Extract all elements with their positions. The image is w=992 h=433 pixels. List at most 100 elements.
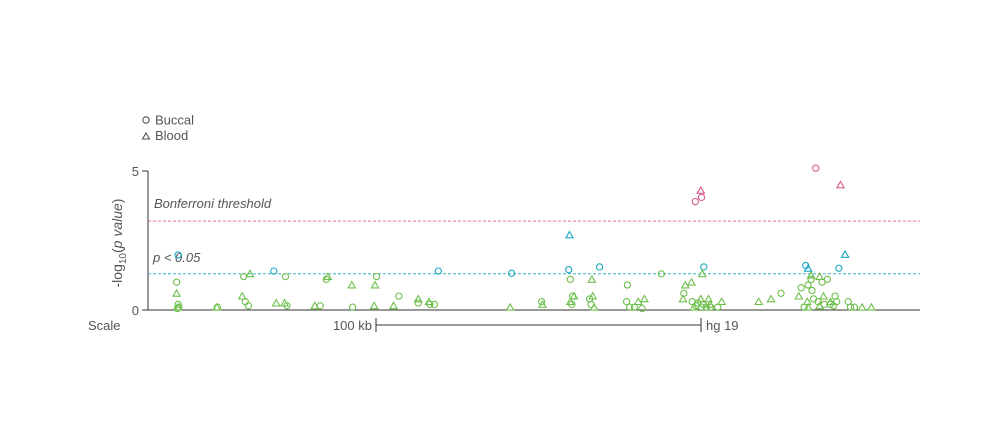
blood-point-6 [280,298,290,307]
blood-point-7 [310,301,320,310]
blood-point-19 [569,291,579,300]
legend-circle-icon [142,116,150,124]
blood-point-10 [369,301,379,310]
blood-point-46 [835,180,846,189]
blood-point-11 [370,280,380,289]
buccal-point-34 [638,304,646,313]
legend-label-buccal: Buccal [155,113,194,128]
y-axis-label: -log10(p value) [109,199,129,288]
blood-point-23 [633,297,643,306]
blood-point-38 [802,297,812,306]
blood-point-17 [564,230,575,239]
buccal-point-22 [538,298,546,306]
buccal-point-32 [626,303,634,311]
blood-point-30 [696,294,706,303]
buccal-point-16 [395,292,403,300]
buccal-point-15 [372,272,381,281]
blood-point-39 [803,302,813,311]
y-tick-label-0: 0 [132,303,139,318]
blood-point-37 [794,291,804,300]
buccal-point-8 [244,302,253,310]
buccal-point-59 [804,281,812,289]
legend-label-blood: Blood [155,128,188,143]
buccal-point-36 [680,289,688,297]
scale-label: Scale [88,318,121,333]
blood-point-43 [803,263,813,272]
buccal-point-9 [270,267,278,275]
buccal-point-48 [777,289,785,297]
legend-triangle-icon [141,131,151,140]
legend: Buccal Blood [141,113,194,143]
scale-bar: Scale 100 kb hg 19 [88,318,739,333]
buccal-point-66 [844,298,852,306]
buccal-point-67 [812,164,820,172]
blood-point-47 [840,249,850,258]
blood-point-27 [697,269,707,278]
buccal-point-49 [797,284,805,292]
blood-point-34 [696,185,706,194]
buccal-point-46 [691,197,699,206]
blood-point-13 [413,294,423,303]
blood-point-14 [424,297,434,306]
blood-point-31 [703,294,714,303]
buccal-point-35 [657,270,666,278]
blood-point-28 [678,294,688,303]
data-points [172,164,876,313]
blood-point-35 [754,297,764,306]
blood-point-16 [537,299,548,308]
buccal-point-58 [807,275,815,284]
blood-point-21 [588,291,598,300]
buccal-point-14 [348,303,357,311]
buccal-point-29 [595,263,604,271]
bonferroni-threshold-label: Bonferroni threshold [154,196,272,211]
blood-point-36 [766,294,776,303]
blood-point-33 [705,299,715,308]
blood-point-2 [212,302,222,311]
blood-point-48 [857,302,867,311]
buccal-point-54 [832,298,841,306]
buccal-point-17 [414,299,422,307]
blood-point-8 [323,272,333,281]
buccal-point-24 [566,275,574,284]
blood-point-5 [271,298,281,307]
y-tick-label-5: 5 [132,164,139,179]
buccal-point-31 [622,298,631,306]
buccal-point-45 [700,263,708,271]
buccal-point-20 [434,267,442,275]
buccal-point-50 [809,295,818,303]
genome-build-label: hg 19 [706,318,739,333]
blood-point-9 [347,280,357,289]
buccal-point-47 [697,193,706,202]
blood-point-3 [237,291,247,300]
blood-point-26 [686,277,697,286]
blood-point-24 [639,294,649,303]
blood-point-40 [815,301,825,310]
blood-point-32 [717,297,727,306]
blood-point-42 [806,270,816,279]
scale-length-label: 100 kb [333,318,372,333]
blood-point-45 [818,291,829,300]
blood-point-25 [680,280,690,289]
blood-point-1 [173,302,183,311]
buccal-point-10 [281,272,290,281]
buccal-point-23 [565,266,573,274]
buccal-point-61 [823,275,832,284]
buccal-point-65 [835,264,843,272]
blood-point-20 [587,274,597,283]
buccal-point-57 [808,286,816,295]
buccal-point-1 [172,278,181,286]
blood-point-12 [388,301,399,310]
buccal-point-30 [623,281,632,289]
blood-point-22 [589,302,599,311]
buccal-point-0 [174,251,182,259]
blood-point-49 [866,302,876,311]
blood-point-0 [172,288,182,297]
buccal-point-21 [507,269,516,277]
buccal-point-56 [850,303,859,311]
blood-point-41 [825,297,835,306]
blood-point-44 [815,272,825,281]
blood-point-15 [505,302,515,311]
blood-point-29 [689,302,699,311]
blood-point-4 [245,269,255,278]
